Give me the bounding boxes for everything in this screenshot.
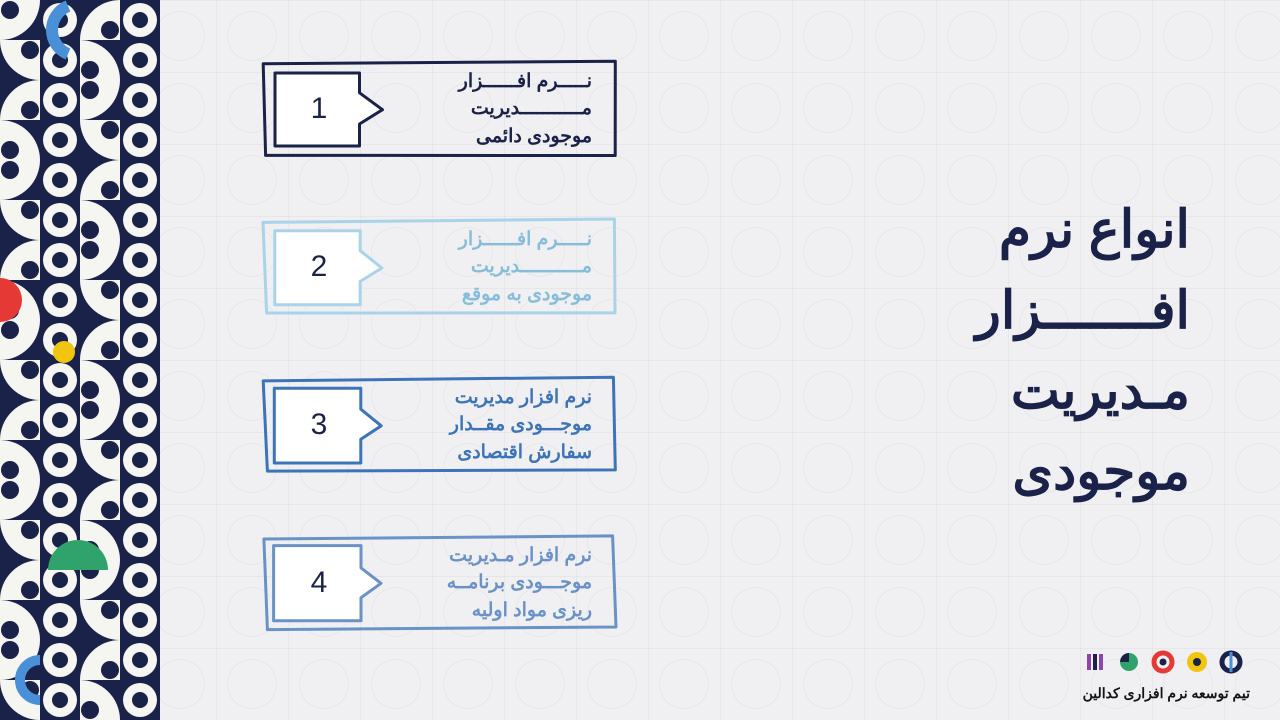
list-item: 2 نـــــرم افــــــزارمـــــــــــدیریتم…	[260, 216, 620, 318]
list-item: 3 نرم افزار مدیریتموجـــودی مقــدارسفارش…	[260, 374, 620, 476]
item-number: 3	[278, 388, 360, 462]
title-line: موجودی	[870, 432, 1190, 513]
brand-icon	[1219, 650, 1243, 679]
title-line: انواع نرم	[870, 190, 1190, 271]
software-type-list: 1 نـــــرم افــــــزارمـــــــــــدیریتم…	[260, 58, 620, 634]
page-title: انواع نرم افـــــــزار مـدیریت موجودی	[870, 190, 1190, 512]
list-item: 4 نرم افزار مـدیریتموجـــودی برنامــهریز…	[260, 532, 620, 634]
item-text: نـــــرم افــــــزارمـــــــــــدیریتموج…	[402, 72, 592, 146]
footer-icons	[1083, 650, 1250, 679]
item-number: 1	[278, 72, 360, 146]
item-text: نـــــرم افــــــزارمـــــــــــدیریتموج…	[402, 230, 592, 304]
footer-text: تیم توسعه نرم افزاری کدالین	[1083, 685, 1250, 702]
band-pattern	[0, 0, 160, 720]
item-number: 4	[278, 546, 360, 620]
list-item: 1 نـــــرم افــــــزارمـــــــــــدیریتم…	[260, 58, 620, 160]
item-number: 2	[278, 230, 360, 304]
footer: تیم توسعه نرم افزاری کدالین	[1083, 650, 1250, 702]
brand-icon	[1083, 650, 1107, 679]
title-line: افـــــــزار	[870, 271, 1190, 352]
decorative-left-band	[0, 0, 160, 720]
item-text: نرم افزار مدیریتموجـــودی مقــدارسفارش ا…	[402, 388, 592, 462]
title-line: مـدیریت	[870, 351, 1190, 432]
brand-icon	[1151, 650, 1175, 679]
brand-icon	[1185, 650, 1209, 679]
brand-icon	[1117, 650, 1141, 679]
item-text: نرم افزار مـدیریتموجـــودی برنامــهریزی …	[402, 546, 592, 620]
